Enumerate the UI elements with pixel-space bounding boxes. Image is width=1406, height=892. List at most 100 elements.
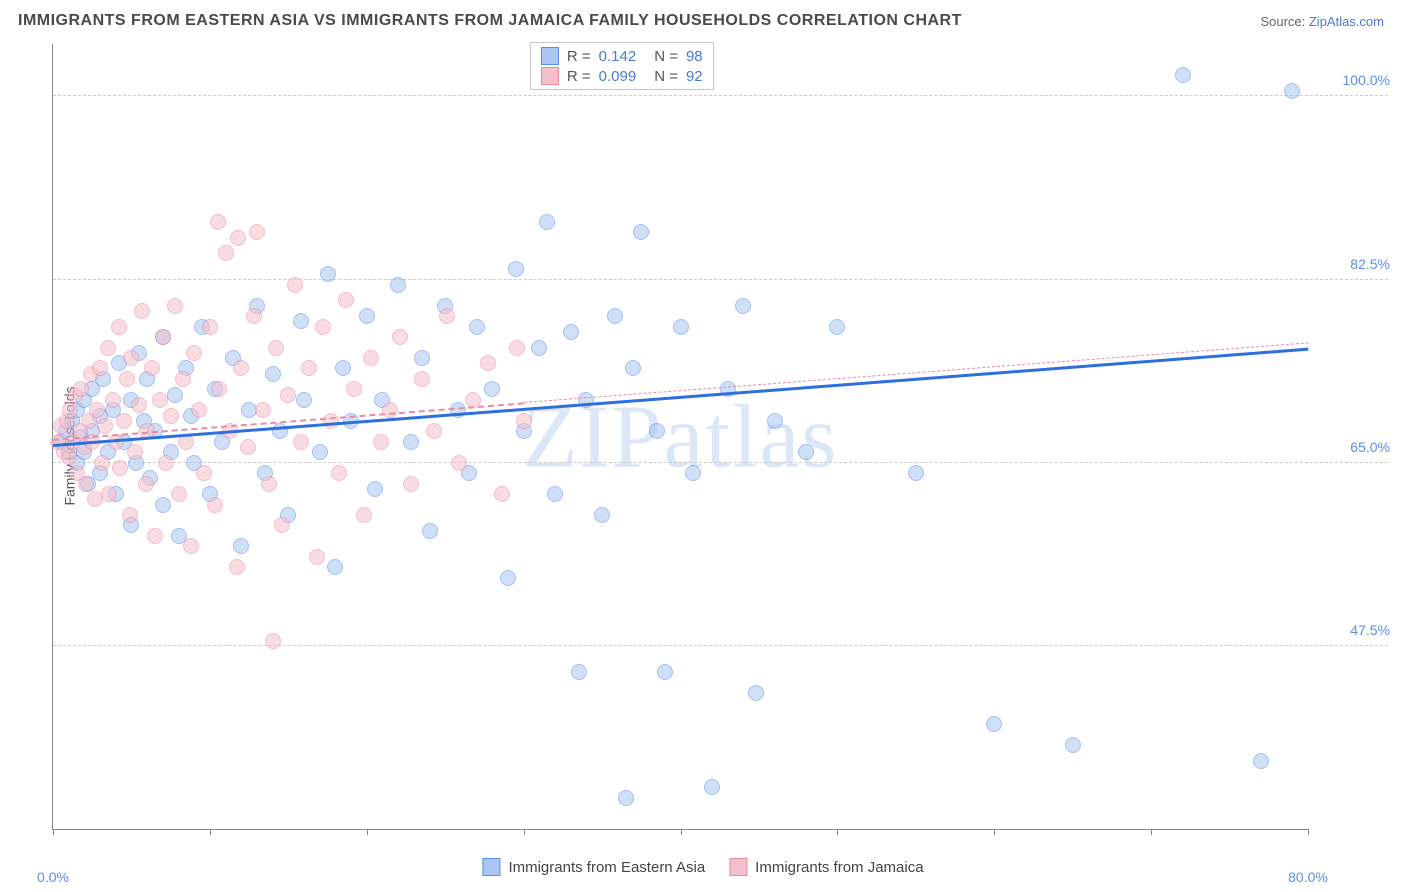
scatter-point (382, 402, 398, 418)
scatter-point (439, 308, 455, 324)
scatter-point (1065, 737, 1081, 753)
scatter-point (403, 434, 419, 450)
scatter-point (255, 402, 271, 418)
r-label: R = (567, 68, 591, 85)
scatter-point (309, 549, 325, 565)
x-tick-label: 0.0% (37, 869, 69, 885)
scatter-point (531, 340, 547, 356)
scatter-point (111, 319, 127, 335)
legend-swatch-icon (482, 858, 500, 876)
scatter-point (122, 507, 138, 523)
scatter-point (191, 402, 207, 418)
scatter-point (414, 371, 430, 387)
scatter-point (155, 497, 171, 513)
scatter-point (625, 360, 641, 376)
scatter-point (359, 308, 375, 324)
legend-swatch-icon (541, 67, 559, 85)
scatter-point (484, 381, 500, 397)
scatter-point (97, 418, 113, 434)
scatter-point (547, 486, 563, 502)
scatter-point (211, 381, 227, 397)
scatter-point (594, 507, 610, 523)
scatter-point (296, 392, 312, 408)
legend-label: Immigrants from Eastern Asia (508, 859, 705, 876)
scatter-point (210, 214, 226, 230)
scatter-point (61, 449, 77, 465)
scatter-point (73, 381, 89, 397)
scatter-point (508, 261, 524, 277)
scatter-point (312, 444, 328, 460)
scatter-point (390, 277, 406, 293)
x-tick-label: 80.0% (1288, 869, 1328, 885)
scatter-point (89, 402, 105, 418)
scatter-point (105, 392, 121, 408)
scatter-point (657, 664, 673, 680)
scatter-point (246, 308, 262, 324)
x-tick (1151, 829, 1152, 835)
source-link[interactable]: ZipAtlas.com (1309, 14, 1384, 29)
scatter-point (1175, 67, 1191, 83)
scatter-point (301, 360, 317, 376)
scatter-point (1284, 83, 1300, 99)
scatter-point (320, 266, 336, 282)
scatter-point (62, 402, 78, 418)
n-label: N = (654, 48, 678, 65)
scatter-point (748, 685, 764, 701)
scatter-point (480, 355, 496, 371)
trend-line (524, 342, 1308, 403)
chart-plot-area: ZIPatlas 47.5%65.0%82.5%100.0%0.0%80.0%R… (52, 44, 1308, 830)
scatter-point (356, 507, 372, 523)
scatter-point (403, 476, 419, 492)
scatter-point (186, 345, 202, 361)
scatter-point (798, 444, 814, 460)
scatter-point (123, 350, 139, 366)
scatter-point (249, 224, 265, 240)
scatter-point (196, 465, 212, 481)
scatter-point (293, 434, 309, 450)
scatter-point (101, 486, 117, 502)
watermark-text: ZIPatlas (523, 385, 839, 488)
scatter-point (323, 413, 339, 429)
scatter-point (363, 350, 379, 366)
scatter-point (607, 308, 623, 324)
scatter-point (92, 360, 108, 376)
scatter-point (167, 298, 183, 314)
scatter-point (829, 319, 845, 335)
scatter-point (649, 423, 665, 439)
scatter-point (131, 397, 147, 413)
r-value: 0.099 (599, 68, 637, 85)
scatter-point (127, 444, 143, 460)
scatter-point (265, 633, 281, 649)
scatter-point (331, 465, 347, 481)
legend-item-jamaica: Immigrants from Jamaica (729, 858, 923, 876)
scatter-point (392, 329, 408, 345)
y-tick-label: 47.5% (1350, 622, 1390, 638)
x-tick (210, 829, 211, 835)
x-tick (837, 829, 838, 835)
n-label: N = (654, 68, 678, 85)
scatter-point (261, 476, 277, 492)
legend-swatch-icon (541, 47, 559, 65)
scatter-point (147, 528, 163, 544)
scatter-point (367, 481, 383, 497)
scatter-point (704, 779, 720, 795)
scatter-point (100, 340, 116, 356)
scatter-point (183, 538, 199, 554)
scatter-point (633, 224, 649, 240)
scatter-point (265, 366, 281, 382)
x-tick (524, 829, 525, 835)
scatter-point (563, 324, 579, 340)
scatter-point (735, 298, 751, 314)
scatter-point (986, 716, 1002, 732)
scatter-point (202, 319, 218, 335)
scatter-point (119, 371, 135, 387)
scatter-point (422, 523, 438, 539)
scatter-point (539, 214, 555, 230)
scatter-point (469, 319, 485, 335)
y-tick-label: 82.5% (1350, 256, 1390, 272)
r-label: R = (567, 48, 591, 65)
stats-row: R =0.099N =92 (541, 67, 703, 85)
x-tick (53, 829, 54, 835)
y-tick-label: 65.0% (1350, 439, 1390, 455)
scatter-point (516, 413, 532, 429)
